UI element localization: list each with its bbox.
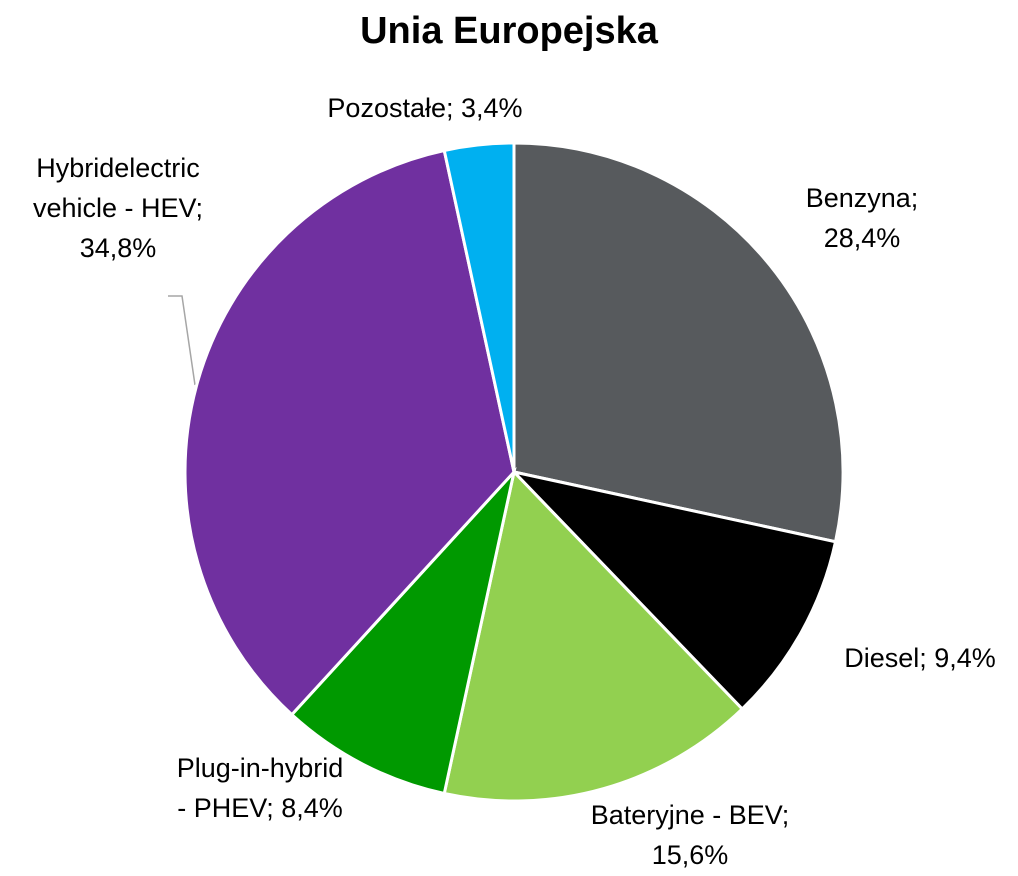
label-value: 28,4%	[823, 223, 901, 253]
label-category: Hybridelectric vehicle - HEV;	[32, 153, 204, 223]
pie-slice	[442, 468, 745, 803]
data-label: Benzyna; 28,4%	[777, 178, 947, 258]
data-label: Diesel; 9,4%	[800, 638, 1018, 678]
label-value: 34,8%	[79, 233, 157, 263]
label-category: Bateryjne - BEV;	[590, 800, 790, 830]
pie-slice	[289, 466, 517, 796]
label-category: Benzyna;	[805, 183, 919, 213]
pie-slice	[509, 469, 838, 712]
label-category: Pozostałe;	[327, 93, 454, 123]
pie-slice	[442, 141, 516, 473]
data-label: Plug-in-hybrid - PHEV; 8,4%	[170, 748, 350, 828]
chart-title: Unia Europejska	[360, 10, 658, 52]
label-value: 15,6%	[651, 840, 729, 870]
label-category: Plug-in-hybrid - PHEV;	[176, 753, 344, 823]
pie-slice	[183, 148, 516, 717]
label-value: 9,4%	[934, 643, 996, 673]
data-label: Hybridelectric vehicle - HEV; 34,8%	[3, 148, 233, 268]
data-label: Bateryjne - BEV; 15,6%	[590, 795, 790, 875]
label-value: 8,4%	[281, 793, 343, 823]
data-label: Pozostałe; 3,4%	[275, 88, 575, 128]
pie-slice	[512, 141, 845, 544]
leader-line	[168, 295, 196, 386]
label-category: Diesel;	[844, 643, 927, 673]
label-value: 3,4%	[461, 93, 523, 123]
